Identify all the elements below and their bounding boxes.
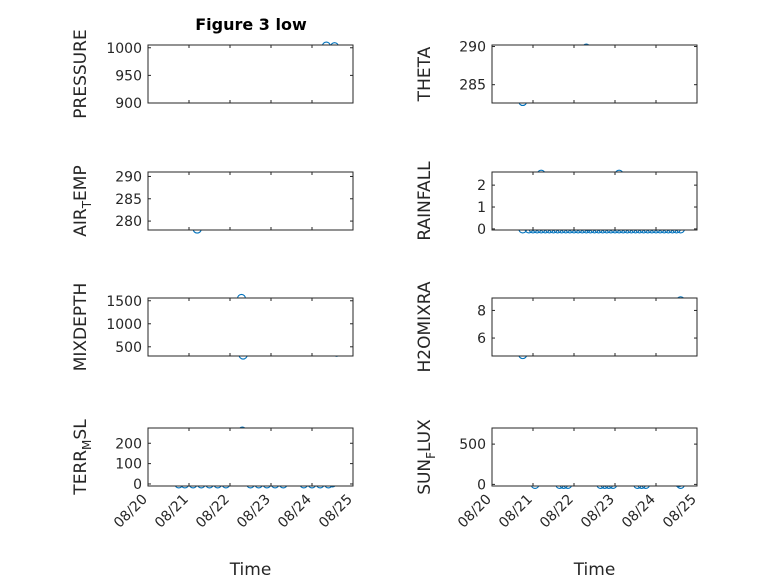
y-tick-label: 1000	[106, 317, 142, 333]
y-tick-label: 6	[477, 331, 486, 347]
y-tick-label: 290	[459, 40, 486, 56]
y-tick-label: 100	[115, 457, 142, 473]
x-axis-label: Time	[229, 560, 272, 580]
subplot-air_temp: 280 285 290 AIRTEMP	[71, 165, 354, 237]
y-axis-label-main: RAINFALL	[415, 161, 435, 241]
subplot-terr_msl: 0 100 200 TERRMSL 08/20 08/21 08/22 08/23 08/24 0…	[71, 419, 356, 580]
y-tick-label: 1000	[106, 41, 142, 57]
x-tick-label: 08/25	[660, 492, 700, 532]
y-tick-label: 0	[133, 477, 142, 493]
axes-frame	[147, 44, 354, 104]
x-tick-label: 08/20	[111, 492, 151, 532]
axes-frame	[491, 171, 698, 231]
axes-frame	[491, 297, 698, 357]
y-axis-label: TERRMSL	[71, 419, 94, 496]
subplot-theta: 285 290 THETA	[415, 40, 698, 107]
y-tick-label: 950	[115, 68, 142, 84]
axes-frame	[147, 297, 354, 357]
y-tick-label: 285	[459, 78, 486, 94]
y-axis-label-main: TERR	[71, 450, 91, 496]
y-axis-label-rest: SL	[71, 419, 91, 440]
x-tick-label: 08/25	[316, 492, 356, 532]
subplot-sun_flux: 0 500 SUNFLUX 08/20 08/21 08/22 08/23 08/24 08/2…	[415, 419, 700, 580]
y-axis-label-main: THETA	[415, 46, 435, 102]
y-tick-label: 500	[115, 340, 142, 356]
axes-frame	[491, 427, 698, 487]
y-tick-label: 290	[115, 169, 142, 185]
x-tick-label: 08/21	[152, 492, 192, 532]
x-tick-label: 08/22	[537, 492, 577, 532]
y-tick-label: 0	[477, 222, 486, 238]
y-tick-label: 500	[459, 437, 486, 453]
y-axis-label-main: SUN	[415, 459, 435, 495]
y-tick-label: 200	[115, 436, 142, 452]
axes-frame	[147, 427, 354, 487]
y-axis-label-subscript: M	[80, 440, 94, 450]
y-axis-label-main: H2OMIXRA	[415, 281, 435, 372]
y-axis-label-subscript: F	[424, 452, 438, 459]
x-tick-label: 08/24	[275, 491, 315, 531]
y-axis-label-rest: EMP	[71, 165, 91, 201]
y-tick-label: 285	[115, 192, 142, 208]
y-tick-label: 1500	[106, 294, 142, 310]
subplot-pressure: 900 950 1000 PRESSURE	[71, 29, 354, 119]
y-axis-label: AIRTEMP	[71, 165, 94, 236]
y-axis-label: THETA	[415, 46, 435, 102]
x-tick-label: 08/23	[234, 492, 274, 532]
y-tick-label: 1	[477, 200, 486, 216]
y-axis-label: RAINFALL	[415, 161, 435, 241]
y-axis-label: MIXDEPTH	[71, 283, 91, 372]
subplot-mixdepth: 500 1000 1500 MIXDEPTH	[71, 283, 354, 372]
y-axis-label: PRESSURE	[71, 29, 91, 118]
x-tick-label: 08/24	[619, 491, 659, 531]
y-tick-label: 280	[115, 214, 142, 230]
y-axis-label-rest: LUX	[415, 419, 435, 452]
axes-frame	[491, 44, 698, 104]
y-axis-label-main: AIR	[71, 208, 91, 237]
y-axis-label-main: MIXDEPTH	[71, 283, 91, 372]
x-tick-label: 08/22	[193, 492, 233, 532]
y-tick-label: 900	[115, 96, 142, 112]
y-tick-label: 8	[477, 303, 486, 319]
figure-title: Figure 3 low	[195, 15, 307, 34]
x-tick-label: 08/21	[496, 492, 536, 532]
x-tick-label: 08/20	[455, 492, 495, 532]
x-tick-label: 08/23	[578, 492, 618, 532]
x-axis-label: Time	[573, 560, 616, 580]
y-axis-label-main: PRESSURE	[71, 29, 91, 118]
y-axis-label-subscript: T	[80, 200, 94, 209]
y-tick-label: 2	[477, 178, 486, 194]
subplot-h2omixra: 6 8 H2OMIXRA	[415, 281, 698, 373]
y-axis-label: SUNFLUX	[415, 419, 438, 495]
y-tick-label: 0	[477, 477, 486, 493]
axes-frame	[147, 171, 354, 231]
subplot-rainfall: 0 1 2 RAINFALL	[415, 161, 698, 241]
y-axis-label: H2OMIXRA	[415, 281, 435, 372]
